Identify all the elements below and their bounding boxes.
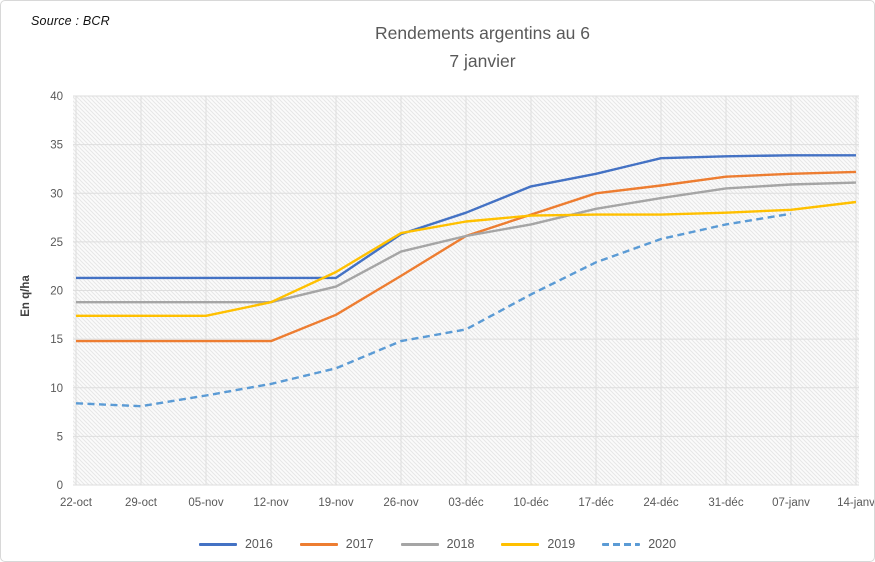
legend-label-2018: 2018 (446, 537, 475, 551)
legend-label-2016: 2016 (244, 537, 273, 551)
chart-title-line-2: 7 janvier (449, 51, 516, 71)
y-tick-label: 10 (50, 383, 63, 395)
legend-item-2019: 2019 (501, 537, 575, 551)
legend-line-sample-2020 (602, 542, 641, 546)
legend-item-2017: 2017 (299, 537, 374, 551)
x-tick-label: 19-nov (318, 497, 353, 509)
chart-title-line-1: Rendements argentins au 6 (375, 23, 590, 43)
chart-legend: 2016 2017 2018 2019 2020 (1, 537, 874, 551)
legend-line-sample-2018 (400, 542, 439, 546)
x-tick-label: 05-nov (188, 497, 223, 509)
legend-item-2016: 2016 (198, 537, 273, 551)
x-tick-label: 26-nov (383, 497, 418, 509)
legend-label-2017: 2017 (345, 537, 374, 551)
y-tick-label: 30 (50, 188, 63, 200)
y-axis-title: En q/ha (20, 275, 32, 317)
x-tick-label: 10-déc (513, 497, 548, 509)
x-axis-labels: 22-oct 29-oct 05-nov 12-nov 19-nov 26-nov 03-d… (60, 497, 875, 509)
x-tick-label: 31-déc (708, 497, 743, 509)
legend-line-sample-2017 (299, 542, 338, 546)
chart-title: Rendements argentins au 6 7 janvier (91, 19, 874, 75)
x-tick-label: 12-nov (253, 497, 288, 509)
legend-line-sample-2019 (501, 542, 540, 546)
x-tick-label: 29-oct (125, 497, 158, 509)
y-tick-label: 40 (50, 91, 63, 103)
x-tick-label: 24-déc (643, 497, 678, 509)
y-tick-label: 20 (50, 286, 63, 298)
y-tick-label: 0 (57, 480, 63, 492)
gridlines (73, 95, 859, 486)
series-line-2020 (75, 212, 792, 408)
legend-item-2018: 2018 (400, 537, 475, 551)
legend-item-2020: 2020 (602, 537, 676, 551)
x-tick-label: 22-oct (60, 497, 93, 509)
y-tick-label: 5 (57, 431, 63, 443)
y-axis-labels: 0 5 10 15 20 25 30 35 40 (50, 91, 63, 492)
legend-label-2019: 2019 (547, 537, 576, 551)
x-tick-label: 14-janv (837, 497, 875, 509)
source-label: Source : BCR (31, 14, 110, 28)
series-line-2016 (76, 154, 856, 280)
x-tick-label: 17-déc (578, 497, 613, 509)
y-tick-label: 35 (50, 140, 63, 152)
series-line-2019 (76, 200, 857, 317)
x-tick-label: 07-janv (772, 497, 810, 509)
x-tick-label: 03-déc (448, 497, 483, 509)
y-tick-label: 15 (50, 334, 63, 346)
series-line-2018 (76, 181, 857, 304)
legend-line-sample-2016 (198, 542, 237, 546)
y-tick-label: 25 (50, 237, 63, 249)
legend-label-2020: 2020 (648, 537, 677, 551)
